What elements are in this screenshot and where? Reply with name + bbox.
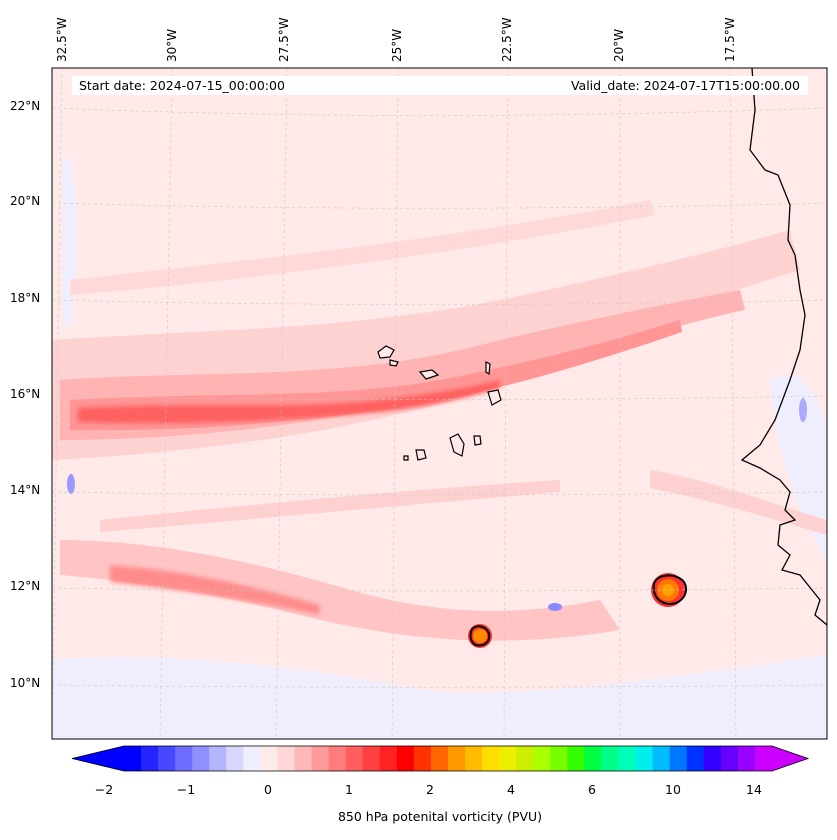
cb-tick-0: 0: [264, 782, 272, 797]
colorbar-swatch: [396, 746, 415, 771]
graticule: [52, 68, 827, 739]
colorbar-extend-max: [772, 746, 808, 771]
colorbar-swatch: [482, 746, 500, 771]
colorbar-swatch: [362, 746, 381, 771]
cape-verde-islands: [377, 345, 502, 461]
colorbar-swatch: [277, 746, 296, 771]
valid-date-label: Valid_date: 2024-07-17T15:00:00.00: [570, 78, 800, 93]
colorbar-swatch: [243, 746, 262, 771]
cb-tick-6: 6: [588, 782, 596, 797]
colorbar-swatch: [311, 746, 330, 771]
colorbar-swatch: [516, 746, 534, 771]
cb-tick-4: 4: [507, 782, 515, 797]
colorbar-swatch: [533, 746, 551, 771]
cb-tick-10: 10: [665, 782, 681, 797]
cb-tick-m2: −2: [94, 782, 114, 797]
colorbar-swatch: [158, 746, 176, 771]
colorbar-swatch: [465, 746, 483, 771]
cb-tick-2: 2: [426, 782, 434, 797]
vortex-east-contour: [652, 574, 688, 606]
lat-label-20n: 20°N: [10, 194, 41, 208]
pv-band-south-outer: [60, 540, 620, 641]
colorbar-swatch: [328, 746, 347, 771]
colorbar-swatch: [737, 746, 756, 771]
colorbar-swatch: [720, 746, 739, 771]
vortex-west-inner: [473, 629, 487, 643]
colorbar-swatch: [448, 746, 466, 771]
pv-band-north-core: [78, 380, 500, 424]
pv-streak-upper-2: [100, 480, 560, 532]
colorbar-swatch: [635, 746, 654, 771]
colorbar-swatch: [652, 746, 671, 771]
lat-label-14n: 14°N: [10, 483, 41, 497]
colorbar-swatch: [226, 746, 244, 771]
date-header: Start date: 2024-07-15_00:00:00 Valid_da…: [72, 76, 808, 95]
lon-label-32-5w: 32.5°W: [55, 17, 69, 62]
lat-label-16n: 16°N: [10, 387, 41, 401]
colorbar-swatch: [686, 746, 705, 771]
colorbar-swatch: [141, 746, 159, 771]
lat-label-18n: 18°N: [10, 291, 41, 305]
blue-spot-3: [799, 398, 807, 422]
colorbar-swatch: [669, 746, 688, 771]
vortex-east-core: [662, 584, 674, 596]
colorbar-outline: [71, 745, 810, 772]
blue-spot-2: [67, 474, 75, 494]
colorbar-swatch: [703, 746, 722, 771]
colorbar-swatch: [754, 746, 773, 771]
colorbar-label: 850 hPa potenital vorticity (PVU): [337, 809, 543, 824]
colorbar-swatch: [413, 746, 432, 771]
colorbar: [71, 745, 810, 772]
pv-streak-upper-1: [70, 200, 655, 295]
start-date-label: Start date: 2024-07-15_00:00:00: [79, 78, 285, 93]
colorbar-swatch: [618, 746, 637, 771]
cb-tick-m1: −1: [176, 782, 196, 797]
lat-label-22n: 22°N: [10, 99, 41, 113]
plot-frame: [51, 67, 828, 740]
cb-tick-1: 1: [345, 782, 353, 797]
lon-label-27-5w: 27.5°W: [277, 17, 291, 62]
colorbar-swatch: [345, 746, 364, 771]
colorbar-swatch: [294, 746, 313, 771]
colorbar-swatch: [192, 746, 210, 771]
colorbar-swatch: [430, 746, 449, 771]
colorbar-swatch: [601, 746, 620, 771]
pv-band-north-inner: [70, 320, 682, 431]
pv-field: [52, 68, 827, 739]
pv-streak-coast: [650, 470, 827, 535]
lon-label-20w: 20°W: [612, 28, 626, 62]
cb-tick-14: 14: [746, 782, 762, 797]
lat-label-12n: 12°N: [10, 579, 41, 593]
lon-label-17-5w: 17.5°W: [723, 17, 737, 62]
blue-patch-east: [770, 374, 827, 560]
colorbar-swatch: [499, 746, 517, 771]
africa-coastline: [740, 68, 827, 626]
colorbar-swatch: [260, 746, 279, 771]
colorbar-swatch: [124, 746, 142, 771]
lon-label-22-5w: 22.5°W: [500, 17, 514, 62]
colorbar-swatch: [209, 746, 227, 771]
blue-patch-south-1: [52, 655, 827, 739]
colorbar-swatch: [584, 746, 603, 771]
vortex-west-contour: [469, 625, 491, 647]
colorbar-swatch: [550, 746, 568, 771]
lon-label-30w: 30°W: [165, 28, 179, 62]
colorbar-swatch: [175, 746, 193, 771]
lon-label-25w: 25°W: [390, 28, 404, 62]
lat-label-10n: 10°N: [10, 676, 41, 690]
colorbar-extend-min: [72, 746, 124, 771]
blue-spot-1: [548, 603, 562, 611]
colorbar-swatch: [379, 746, 398, 771]
colorbar-swatch: [567, 746, 586, 771]
